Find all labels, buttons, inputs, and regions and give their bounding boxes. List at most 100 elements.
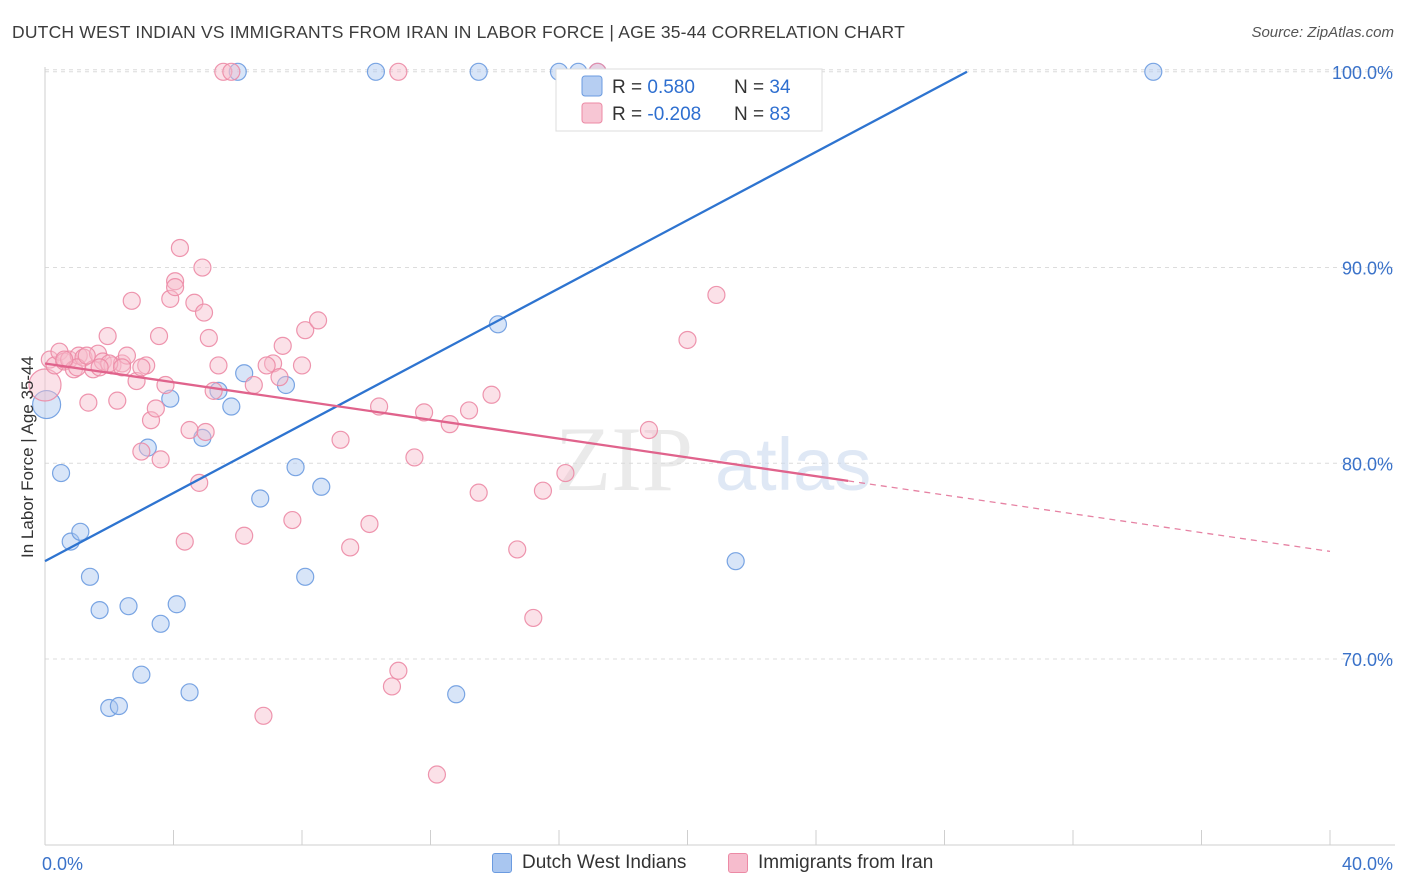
dutch-point-14 (180, 683, 199, 702)
iran-point-28 (166, 272, 185, 291)
x-tick-label-0: 0.0% (42, 854, 83, 874)
stats-n-label-1: N = (734, 77, 769, 98)
iran-point-8 (74, 348, 93, 367)
y-tick-label-90: 90.0% (1342, 259, 1393, 279)
iran-point-72 (222, 62, 241, 81)
dutch-point-24 (228, 62, 247, 81)
stats-r-value-1: 0.580 (647, 77, 695, 98)
iran-point-71 (132, 358, 151, 377)
iran-point-41 (254, 706, 273, 725)
iran-point-37 (209, 356, 228, 375)
iran-point-48 (341, 538, 360, 557)
dutch-point-12 (161, 389, 180, 408)
iran-point-81 (77, 346, 96, 365)
trend-lines (44, 70, 1331, 563)
iran-trend-extension (848, 480, 1331, 553)
iran-point-51 (382, 677, 402, 696)
iran-point-58 (469, 483, 488, 502)
dutch-point-22 (296, 567, 315, 586)
legend-label-iran: Immigrants from Iran (758, 852, 934, 873)
iran-point-40 (244, 375, 263, 395)
watermark-zip: ZIP (555, 408, 693, 510)
iran-point-65 (678, 330, 697, 350)
iran-point-0 (28, 368, 62, 402)
iran-point-60 (508, 540, 527, 559)
iran-point-61 (524, 608, 543, 628)
dutch-point-4 (80, 567, 100, 586)
stats-r-label-1: R = (612, 77, 647, 98)
dutch-point-9 (132, 665, 151, 684)
iran-point-27 (161, 289, 180, 308)
watermark: ZIP atlas (555, 408, 871, 510)
dutch-point-8 (119, 597, 138, 616)
dutch-point-21 (286, 458, 305, 477)
dutch-point-1 (51, 463, 71, 483)
bottom-legend: Dutch West Indians Immigrants from Iran (0, 852, 1406, 880)
iran-point-22 (141, 411, 161, 430)
chart-title: DUTCH WEST INDIAN VS IMMIGRANTS FROM IRA… (12, 22, 905, 42)
iran-point-52 (389, 661, 408, 680)
iran-point-24 (149, 326, 169, 346)
iran-point-54 (414, 403, 434, 422)
iran-point-26 (156, 375, 175, 395)
stats-swatch-iran (581, 102, 603, 124)
stats-r-label-2: R = (612, 104, 647, 125)
iran-point-32 (185, 293, 204, 312)
dutch-point-25 (366, 62, 385, 81)
iran-point-29 (170, 238, 190, 258)
dutch-point-7 (109, 696, 128, 716)
svg-text:N = 34: N = 34 (734, 77, 791, 98)
stats-swatch-dutch (581, 75, 603, 97)
iran-point-76 (270, 368, 289, 387)
svg-text:N = 83: N = 83 (734, 104, 791, 125)
iran-point-35 (199, 328, 218, 348)
svg-text:R = 0.580: R = 0.580 (612, 77, 695, 98)
iran-point-77 (257, 356, 276, 375)
source-label: Source: ZipAtlas.com (1251, 24, 1394, 41)
dutch-trend-line (44, 70, 968, 563)
iran-point-9 (79, 393, 98, 412)
legend-swatch-iran (728, 853, 748, 873)
iran-point-66 (707, 285, 726, 305)
iran-point-64 (639, 420, 659, 440)
dutch-point-26 (469, 62, 488, 81)
iran-point-47 (331, 430, 350, 449)
iran-trend-line (44, 362, 849, 483)
iran-point-39 (235, 526, 254, 545)
iran-point-46 (308, 311, 328, 330)
stats-n-value-2: 83 (769, 104, 790, 125)
y-axis-label: In Labor Force | Age 35-44 (18, 356, 37, 558)
y-tick-label-70: 70.0% (1342, 650, 1393, 670)
iran-point-73 (389, 62, 408, 81)
dutch-point-19 (251, 489, 270, 508)
legend-label-dutch: Dutch West Indians (522, 852, 687, 873)
dutch-point-33 (1144, 62, 1163, 81)
iran-point-25 (151, 450, 170, 469)
iran-point-45 (296, 321, 315, 340)
dutch-point-11 (151, 614, 170, 633)
stats-legend: R = 0.580 N = 34 R = -0.208 N = 83 (555, 68, 823, 132)
dutch-point-31 (447, 685, 466, 704)
iran-point-62 (533, 481, 553, 500)
dutch-point-23 (312, 477, 331, 496)
iran-point-43 (273, 336, 292, 355)
stats-n-label-2: N = (734, 104, 769, 125)
iran-point-23 (146, 399, 165, 418)
iran-point-67 (556, 463, 575, 483)
iran-point-79 (196, 422, 215, 442)
y-tick-label-100: 100.0% (1332, 63, 1393, 83)
iran-point-34 (194, 303, 214, 322)
dutch-point-13 (167, 595, 186, 614)
iran-point-75 (193, 258, 212, 277)
iran-point-30 (175, 532, 194, 551)
iran-point-36 (204, 381, 223, 400)
y-tick-label-80: 80.0% (1342, 454, 1393, 474)
legend-item-dutch-west-indians: Dutch West Indians (492, 852, 686, 874)
dutch-point-18 (235, 364, 254, 383)
iran-point-74 (166, 278, 185, 297)
iran-point-55 (427, 765, 447, 784)
stats-n-value-1: 34 (769, 77, 791, 98)
iran-point-44 (283, 510, 302, 530)
iran-point-53 (405, 448, 424, 467)
